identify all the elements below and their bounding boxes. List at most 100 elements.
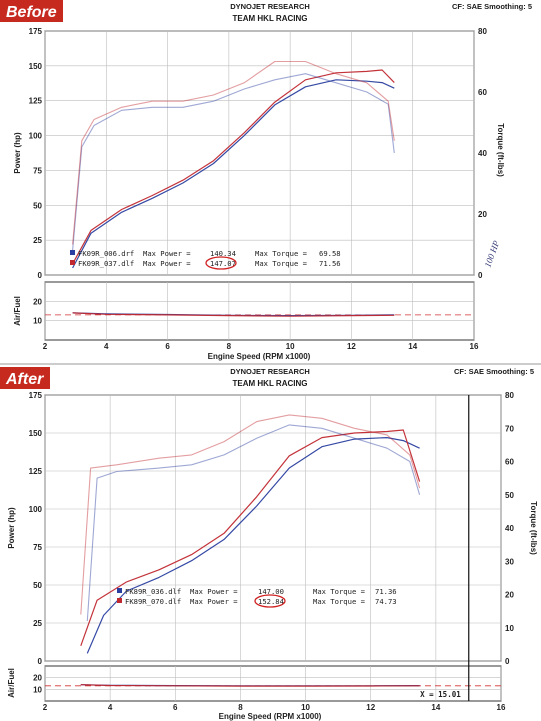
chart-org-title: DYNOJET RESEARCH (230, 2, 310, 11)
rpm-axis-label: Engine Speed (RPM x1000) (219, 712, 322, 721)
torque-axis-ticks: 0 10 20 30 40 50 60 70 80 (505, 391, 514, 666)
legend: FK09R_006.drf Max Power = 140.34 Max Tor… (70, 249, 341, 270)
power-axis-label: Power (hp) (13, 132, 22, 174)
x-tick-label: 6 (165, 342, 170, 351)
legend-torque-label: Max Torque = (313, 597, 366, 606)
air-fuel-tick-label: 10 (33, 685, 42, 694)
torque-tick-label: 0 (505, 657, 510, 666)
x-tick-label: 14 (431, 703, 440, 712)
air-fuel-plot-frame (44, 281, 475, 341)
x-tick-label: 16 (470, 342, 479, 351)
legend-power-label: Max Power = (190, 587, 238, 596)
legend-file: FK89R_036.dlf (125, 587, 181, 596)
air-fuel-plot-frame (44, 665, 502, 702)
x-tick-label: 10 (286, 342, 295, 351)
main-plot-frame (44, 394, 502, 662)
air-fuel-axis-label: Air/Fuel (13, 296, 22, 326)
torque-tick-label: 30 (505, 557, 514, 566)
chart-team-title: TEAM HKL RACING (233, 14, 308, 23)
cursor-readout: X = 15.01 (420, 690, 461, 699)
torque-curve (86, 424, 421, 622)
power-tick-label: 175 (29, 27, 43, 36)
power-tick-label: 75 (33, 166, 42, 175)
x-tick-label: 12 (347, 342, 356, 351)
x-tick-label: 4 (108, 703, 113, 712)
power-tick-label: 150 (29, 429, 43, 438)
rpm-axis-ticks: 2 4 6 8 10 12 14 16 (43, 342, 479, 351)
legend-torque-value: 69.58 (319, 249, 341, 258)
torque-axis-label: Torque (ft-lbs) (529, 501, 538, 555)
torque-tick-label: 40 (478, 149, 487, 158)
legend-swatch (70, 260, 75, 265)
legend-file: FK09R_037.dlf (78, 259, 134, 268)
after-badge: After (5, 371, 44, 388)
power-tick-label: 0 (38, 271, 43, 280)
legend-torque-value: 71.36 (375, 587, 397, 596)
air-fuel-tick-label: 10 (33, 317, 42, 326)
power-tick-label: 50 (33, 581, 42, 590)
air-fuel-grid (44, 666, 502, 701)
air-fuel-tick-label: 20 (33, 674, 42, 683)
legend-power-value: 147.00 (258, 587, 284, 596)
highlight-circle (254, 594, 286, 608)
power-tick-label: 25 (33, 236, 42, 245)
air-fuel-series (45, 684, 501, 687)
power-tick-label: 125 (29, 467, 43, 476)
power-tick-label: 25 (33, 619, 42, 628)
power-tick-label: 175 (29, 391, 43, 400)
main-plot-series (72, 60, 395, 269)
torque-tick-label: 70 (505, 424, 514, 433)
x-tick-label: 2 (43, 703, 48, 712)
power-tick-label: 100 (29, 505, 43, 514)
power-tick-label: 0 (38, 657, 43, 666)
torque-curve (80, 414, 421, 615)
torque-axis-label: Torque (ft-lbs) (496, 123, 505, 177)
torque-tick-label: 80 (478, 27, 487, 36)
legend-power-value: 140.34 (210, 249, 236, 258)
power-curve (72, 79, 395, 269)
power-axis-ticks: 0 25 50 75 100 125 150 175 (29, 391, 43, 666)
legend-swatch (70, 250, 75, 255)
x-tick-label: 8 (238, 703, 243, 712)
main-plot-series (80, 414, 421, 654)
before-chart: Before DYNOJET RESEARCH TEAM HKL RACING … (0, 0, 532, 361)
chart-settings: CF: SAE Smoothing: 5 (452, 2, 532, 11)
torque-tick-label: 20 (478, 210, 487, 219)
power-axis-ticks: 0 25 50 75 100 125 150 175 (29, 27, 43, 280)
torque-tick-label: 0 (478, 271, 483, 280)
torque-tick-label: 10 (505, 624, 514, 633)
before-badge-bg (0, 0, 63, 22)
x-tick-label: 14 (408, 342, 417, 351)
x-tick-label: 6 (173, 703, 178, 712)
legend: FK89R_036.dlf Max Power = 147.00 Max Tor… (117, 587, 397, 608)
air-fuel-axis-label: Air/Fuel (7, 668, 16, 698)
x-tick-label: 4 (104, 342, 109, 351)
legend-power-value: 152.84 (258, 597, 284, 606)
chart-org-title: DYNOJET RESEARCH (230, 367, 310, 376)
rpm-axis-ticks: 2 4 6 8 10 12 14 16 (43, 703, 506, 712)
torque-tick-label: 20 (505, 591, 514, 600)
x-tick-label: 2 (43, 342, 48, 351)
af-curve (72, 312, 395, 317)
power-curve (80, 429, 421, 647)
legend-swatch (117, 598, 122, 603)
x-tick-label: 12 (366, 703, 375, 712)
legend-power-label: Max Power = (143, 249, 191, 258)
legend-torque-label: Max Torque = (313, 587, 366, 596)
torque-tick-label: 50 (505, 491, 514, 500)
legend-torque-label: Max Torque = (255, 249, 308, 258)
torque-curve (72, 60, 395, 245)
legend-torque-label: Max Torque = (255, 259, 308, 268)
air-fuel-grid (44, 282, 475, 340)
rpm-axis-label: Engine Speed (RPM x1000) (208, 352, 311, 361)
power-tick-label: 150 (29, 62, 43, 71)
torque-tick-label: 60 (505, 458, 514, 467)
chart-team-title: TEAM HKL RACING (233, 379, 308, 388)
power-tick-label: 50 (33, 201, 42, 210)
main-plot-grid (44, 30, 475, 276)
torque-tick-label: 40 (505, 524, 514, 533)
after-chart: After DYNOJET RESEARCH TEAM HKL RACING C… (0, 367, 538, 721)
power-tick-label: 125 (29, 97, 43, 106)
